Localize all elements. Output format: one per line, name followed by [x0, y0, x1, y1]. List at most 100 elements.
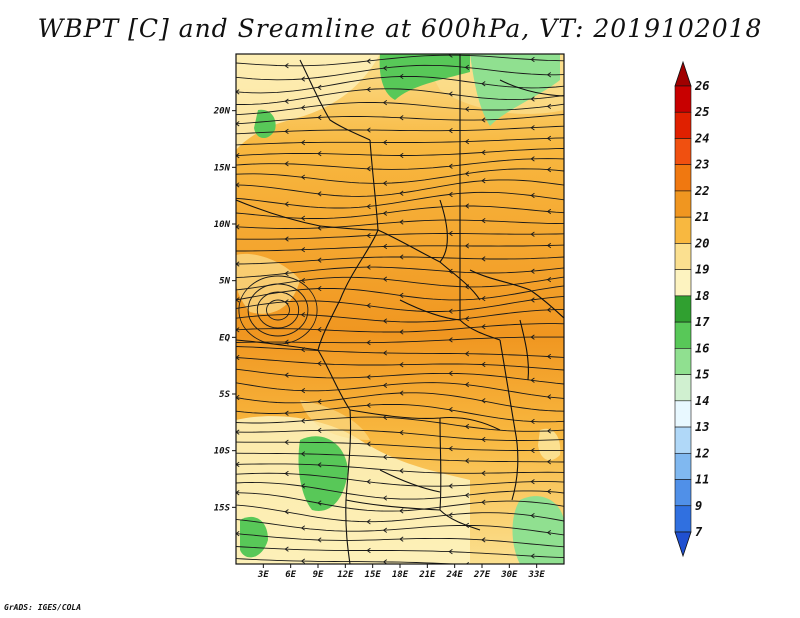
streamline-arrow	[465, 561, 470, 564]
lon-tick-label: 9E	[313, 570, 324, 580]
streamline	[236, 482, 564, 500]
streamline-arrow	[366, 264, 371, 270]
streamline	[236, 64, 564, 81]
streamline-arrow	[464, 106, 470, 112]
streamline	[236, 504, 564, 523]
colorbar-swatch	[674, 269, 692, 297]
streamline-arrow	[546, 459, 552, 465]
cool-region-northwest	[236, 54, 380, 150]
colorbar-label: 21	[694, 210, 709, 224]
colorbar-label: 18	[695, 289, 709, 303]
streamline-arrow	[300, 174, 306, 180]
plot-area	[236, 54, 564, 564]
streamline-arrow	[236, 354, 240, 361]
streamline-arrow	[317, 427, 322, 433]
lon-tick-label: 21E	[418, 570, 436, 580]
lat-tick-label: 20N	[213, 107, 231, 117]
streamline-arrow	[236, 490, 240, 496]
colorbar-min-arrow	[674, 531, 692, 558]
moist-region-northeast	[470, 54, 560, 126]
lat-tick-label: 5S	[219, 390, 230, 400]
lon-tick-label: 33E	[528, 570, 546, 580]
streamline-arrow	[300, 451, 306, 457]
streamline-arrow	[317, 327, 322, 333]
lon-tick-label: 6E	[285, 570, 296, 580]
streamline	[236, 54, 564, 67]
colorbar: 26 25 24 23 22 21 20 19 18 17 16 15 14 13 12 11 9 7	[674, 60, 710, 558]
streamline-arrow	[530, 56, 535, 63]
streamline-arrow	[284, 410, 289, 416]
vortex-streamline	[266, 299, 290, 321]
streamline-arrow	[236, 224, 240, 230]
streamline	[236, 546, 564, 559]
streamline-arrow	[546, 166, 552, 173]
lon-tick-label: 24E	[446, 570, 464, 580]
streamline	[236, 441, 564, 452]
lat-tick-label: 5N	[219, 277, 230, 287]
streamline-arrow	[236, 327, 240, 333]
streamline-arrow	[382, 65, 388, 71]
streamline-arrow	[382, 210, 388, 216]
streamline-arrow	[284, 339, 289, 345]
colorbar-label: 17	[695, 315, 710, 329]
streamline-arrow	[464, 203, 470, 209]
streamline-arrow	[236, 121, 240, 127]
colorbar-label: 16	[695, 341, 709, 355]
colorbar-label: 20	[694, 236, 709, 250]
latitude-axis: 20N 15N 10N 5N EQ 5S 10S 15S	[213, 107, 236, 513]
lon-tick-label: 27E	[473, 570, 491, 580]
colorbar-swatch	[674, 138, 692, 166]
colorbar-label: 19	[695, 263, 709, 277]
streamline-arrow	[399, 430, 404, 436]
streamline-arrow	[300, 388, 306, 394]
streamline-arrow	[399, 254, 404, 260]
streamline-arrow	[481, 218, 486, 224]
streamline-arrow	[448, 163, 453, 169]
streamline-arrow	[382, 318, 388, 324]
streamline-arrow	[366, 127, 371, 133]
lon-tick-label: 30E	[500, 570, 518, 580]
streamline-arrow	[317, 285, 322, 292]
streamline-arrow	[464, 458, 470, 464]
streamline-arrow	[546, 307, 552, 313]
streamline-arrow	[546, 72, 552, 78]
colorbar-swatch	[674, 85, 692, 113]
vortex-streamline	[247, 283, 309, 337]
streamline-arrow	[300, 140, 306, 146]
streamline	[236, 452, 564, 463]
streamline-arrow	[366, 340, 371, 346]
streamline-arrow	[317, 360, 322, 367]
streamline	[236, 158, 564, 170]
colorbar-label: 24	[694, 131, 709, 145]
streamline	[236, 309, 564, 323]
streamline	[236, 276, 564, 291]
colorbar-swatch	[674, 190, 692, 218]
streamline-arrow	[399, 152, 404, 159]
streamline-arrow	[399, 329, 404, 335]
streamline-arrow	[530, 125, 535, 131]
streamline-arrow	[448, 512, 453, 518]
streamline-arrow	[382, 350, 388, 356]
streamline-arrow	[546, 353, 552, 360]
colorbar-label: 25	[694, 105, 709, 119]
streamline-arrow	[399, 536, 404, 542]
streamline-arrow	[481, 499, 486, 505]
streamline	[236, 266, 564, 279]
streamline-arrow	[382, 559, 388, 564]
streamline-arrow	[300, 483, 306, 489]
streamline-arrow	[382, 100, 388, 106]
streamline-arrow	[236, 89, 240, 95]
streamline-arrow	[300, 558, 306, 564]
streamline-arrow	[530, 418, 535, 425]
streamline-arrow	[464, 381, 470, 388]
streamline	[236, 101, 564, 116]
lon-tick-label: 12E	[337, 570, 354, 580]
streamline-arrow	[481, 436, 486, 443]
streamline-arrow	[448, 191, 453, 198]
streamline-arrow	[317, 150, 322, 157]
streamline-arrow	[366, 203, 371, 210]
colorbar-swatch	[674, 216, 692, 244]
streamline-arrow	[300, 215, 306, 221]
streamline-arrow	[481, 537, 486, 543]
lat-tick-label: 10N	[214, 220, 231, 230]
